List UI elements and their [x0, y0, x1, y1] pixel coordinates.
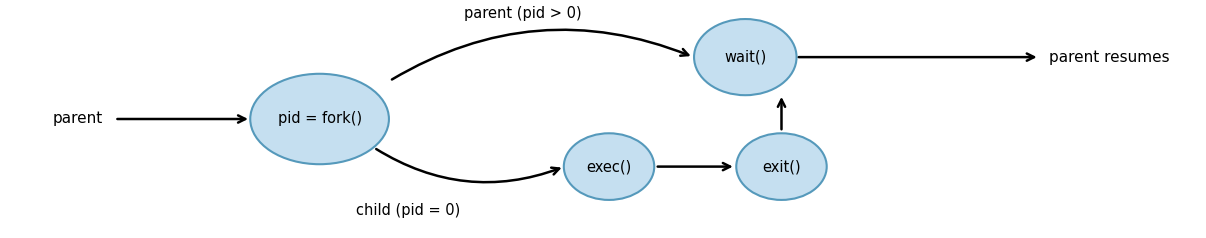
Ellipse shape — [736, 133, 827, 200]
Text: child (pid = 0): child (pid = 0) — [356, 203, 459, 218]
Text: pid = fork(): pid = fork() — [277, 111, 362, 127]
Text: exit(): exit() — [762, 159, 801, 174]
Text: exec(): exec() — [586, 159, 632, 174]
Text: wait(): wait() — [724, 50, 767, 65]
Ellipse shape — [693, 19, 796, 95]
Ellipse shape — [563, 133, 654, 200]
Text: parent: parent — [52, 111, 103, 127]
Text: parent (pid > 0): parent (pid > 0) — [464, 5, 582, 21]
Ellipse shape — [251, 74, 390, 164]
Text: parent resumes: parent resumes — [1049, 50, 1170, 65]
